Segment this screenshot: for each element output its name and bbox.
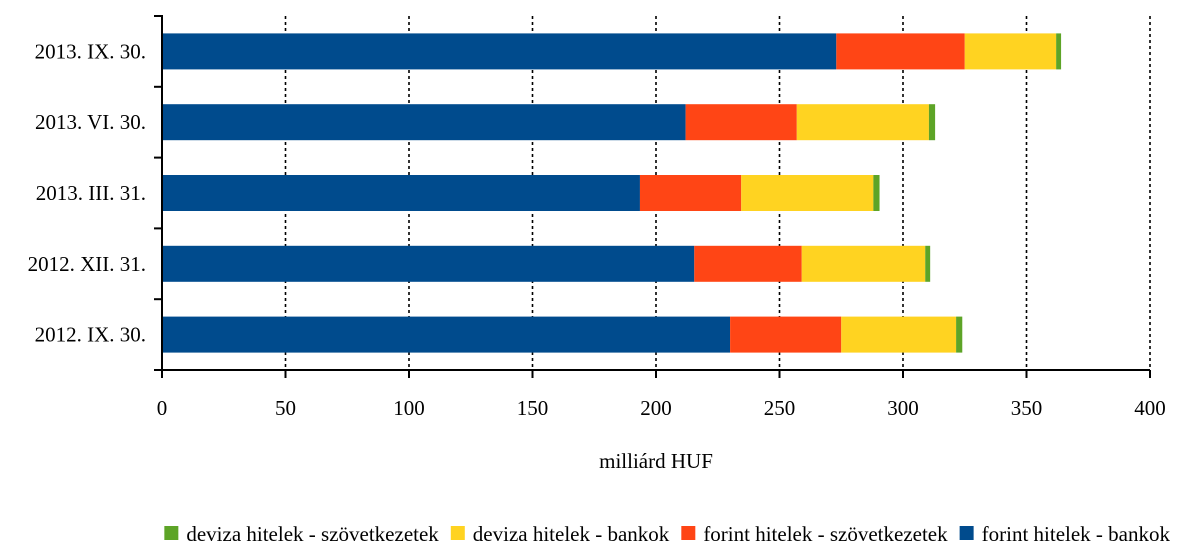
bar-4-series-1 <box>730 316 842 353</box>
legend-swatch-0 <box>164 526 179 540</box>
bar-3-series-3 <box>925 245 931 282</box>
legend-swatch-1 <box>450 526 465 540</box>
bar-3-series-2 <box>801 245 926 282</box>
bar-4-series-2 <box>841 316 957 353</box>
bar-4-series-3 <box>956 316 963 353</box>
bar-1-series-3 <box>928 104 936 141</box>
x-tick-label: 100 <box>393 396 425 420</box>
category-label: 2012. IX. 30. <box>35 323 146 347</box>
x-tick-label: 150 <box>517 396 549 420</box>
bar-1-series-0 <box>162 104 686 141</box>
category-label: 2013. IX. 30. <box>35 39 146 63</box>
bar-2-series-3 <box>873 175 880 211</box>
x-tick-label: 200 <box>640 396 672 420</box>
x-tick-label: 350 <box>1011 396 1043 420</box>
bar-4-series-0 <box>162 316 731 353</box>
x-axis-label: milliárd HUF <box>599 449 713 473</box>
bar-0-series-3 <box>1056 33 1062 70</box>
legend-label-3: forint hitelek - bankok <box>982 522 1171 546</box>
bar-0-series-2 <box>964 33 1057 70</box>
legend-swatch-3 <box>959 526 974 540</box>
x-tick-label: 50 <box>275 396 296 420</box>
category-label: 2013. VI. 30. <box>35 110 146 134</box>
bar-1-series-1 <box>685 104 797 141</box>
bar-3-series-1 <box>694 245 802 282</box>
x-tick-label: 250 <box>764 396 796 420</box>
legend-label-2: forint hitelek - szövetkezetek <box>703 522 948 546</box>
bar-3-series-0 <box>162 245 695 282</box>
x-tick-label: 400 <box>1134 396 1166 420</box>
bar-0-series-1 <box>836 33 965 70</box>
category-label: 2012. XII. 31. <box>28 252 146 276</box>
bar-0-series-0 <box>162 33 837 70</box>
x-tick-label: 0 <box>157 396 168 420</box>
bar-2-series-0 <box>162 175 640 211</box>
legend-label-0: deviza hitelek - szövetkezetek <box>186 522 439 546</box>
category-label: 2013. III. 31. <box>36 181 146 205</box>
legend-swatch-2 <box>681 526 696 540</box>
legend-label-1: deviza hitelek - bankok <box>473 522 670 546</box>
bar-2-series-2 <box>741 175 874 211</box>
x-tick-label: 300 <box>887 396 919 420</box>
bar-1-series-2 <box>796 104 929 141</box>
bar-2-series-1 <box>639 175 742 211</box>
